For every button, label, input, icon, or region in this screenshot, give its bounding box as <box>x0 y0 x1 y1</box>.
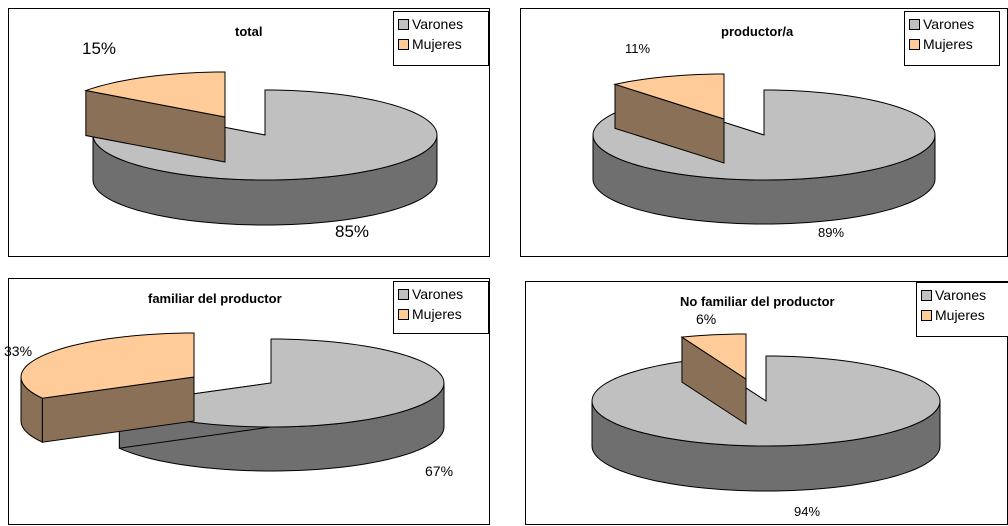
pie-4 <box>591 333 941 492</box>
legend-swatch-varones <box>398 288 409 300</box>
legend-swatch-mujeres <box>909 38 920 50</box>
slice-mujeres <box>20 332 195 399</box>
legend-label: Mujeres <box>412 36 462 52</box>
legend-swatch-varones <box>909 18 920 30</box>
pie-3 <box>20 332 445 472</box>
chart-legend: Varones Mujeres <box>904 11 1000 66</box>
legend-label: Varones <box>412 16 464 32</box>
legend-label: Varones <box>412 286 464 302</box>
data-label-mujeres: 33% <box>4 343 33 359</box>
legend-label: Mujeres <box>923 36 973 52</box>
slice-mujeres <box>613 73 725 120</box>
data-label-mujeres: 11% <box>625 41 651 56</box>
chart-panel-familiar: familiar del productor Varones Mujeres 3… <box>4 278 490 525</box>
legend-swatch-mujeres <box>398 38 409 50</box>
legend-label: Mujeres <box>935 307 985 323</box>
legend-label: Varones <box>923 16 975 32</box>
chart-legend: Varones Mujeres <box>393 281 489 334</box>
slice-varones <box>92 89 438 181</box>
pie-1 <box>83 71 438 226</box>
pie-chart-familiar <box>20 332 445 472</box>
slice-varones <box>117 338 445 428</box>
legend-swatch-mujeres <box>398 308 409 320</box>
chart-title: No familiar del productor <box>680 294 835 309</box>
legend-item-mujeres: Mujeres <box>909 34 995 54</box>
chart-legend: Varones Mujeres <box>916 282 1008 337</box>
data-label-varones: 94% <box>794 504 821 519</box>
slice-mujeres <box>680 333 747 380</box>
slice-varones <box>591 355 941 447</box>
data-label-varones: 89% <box>818 225 845 240</box>
legend-item-varones: Varones <box>921 285 1004 305</box>
legend-item-mujeres: Mujeres <box>921 305 1004 325</box>
legend-item-mujeres: Mujeres <box>398 304 484 324</box>
legend-label: Mujeres <box>412 306 462 322</box>
pie-2 <box>592 73 936 225</box>
legend-swatch-mujeres <box>921 309 932 321</box>
pie-chart-total <box>83 71 438 226</box>
data-label-mujeres: 6% <box>696 311 717 327</box>
legend-item-varones: Varones <box>398 284 484 304</box>
legend-item-varones: Varones <box>909 14 995 34</box>
legend-item-varones: Varones <box>398 14 484 34</box>
chart-panel-total: total Varones Mujeres 15% 85% <box>8 8 490 257</box>
data-label-varones: 67% <box>425 463 454 479</box>
data-label-mujeres: 15% <box>82 39 117 58</box>
chart-panel-no-familiar: No familiar del productor Varones Mujere… <box>525 281 1008 525</box>
legend-item-mujeres: Mujeres <box>398 34 484 54</box>
chart-legend: Varones Mujeres <box>393 11 489 66</box>
pie-chart-productor <box>592 73 936 225</box>
pie-chart-no-familiar <box>591 333 941 492</box>
chart-title: productor/a <box>721 24 794 39</box>
chart-panel-productor: productor/a Varones Mujeres 11% 89% <box>520 8 1008 257</box>
legend-swatch-varones <box>921 289 932 301</box>
data-label-varones: 85% <box>335 222 370 241</box>
chart-title: total <box>235 24 263 39</box>
legend-swatch-varones <box>398 18 409 30</box>
slice-mujeres <box>83 71 226 118</box>
legend-label: Varones <box>935 287 987 303</box>
chart-title: familiar del productor <box>148 291 282 306</box>
